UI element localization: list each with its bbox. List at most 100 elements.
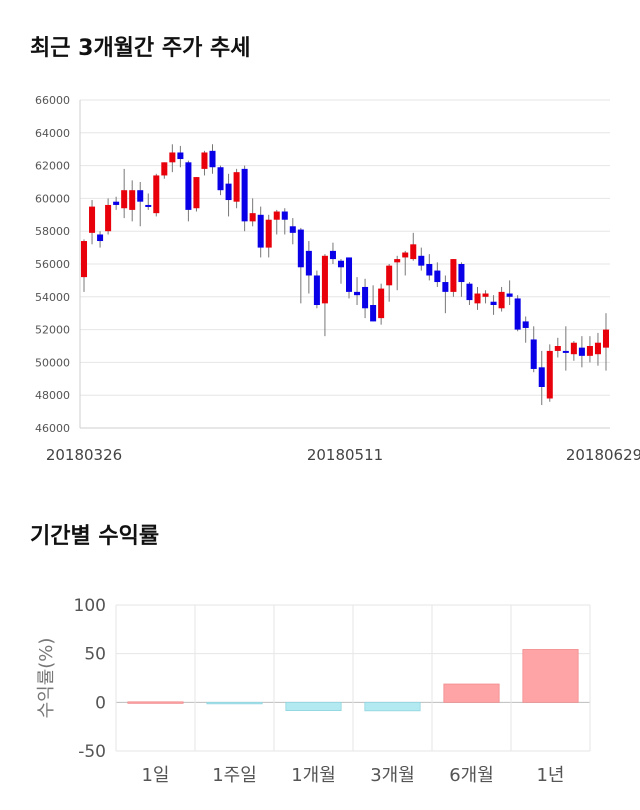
price-chart-title: 최근 3개월간 주가 추세 (30, 36, 251, 61)
candle-body (81, 241, 88, 278)
candle-body (281, 211, 288, 220)
candle-body (474, 293, 481, 304)
candle-body (241, 168, 248, 222)
candle-body (370, 305, 377, 322)
return-bar (127, 701, 184, 704)
price-y-tick-label: 66000 (35, 94, 70, 107)
candle-body (362, 286, 369, 309)
return-category-label: 1년 (536, 765, 564, 786)
candle-body (297, 229, 304, 268)
candle-body (233, 172, 240, 202)
candle-body (145, 204, 152, 207)
return-y-tick-label: -50 (78, 742, 106, 762)
candle-body (410, 244, 417, 260)
price-y-tick-label: 60000 (35, 192, 70, 205)
return-y-tick-label: 0 (95, 693, 106, 713)
candle-body (426, 264, 433, 276)
returns-bar-chart: 100 50 0 -50 1일 1주일 1개월 3개월 6개월 1년 수익률(%) (36, 596, 591, 786)
candle-body (185, 162, 192, 210)
candle-body (570, 342, 577, 355)
return-category-label: 1일 (141, 765, 169, 786)
candle-body (458, 264, 465, 283)
candle-body (554, 346, 561, 351)
candle-body (514, 298, 521, 330)
candle-body (594, 342, 601, 355)
candle-body (169, 152, 176, 163)
candle-body (129, 190, 136, 210)
price-x-tick-label: 20180629 (566, 446, 640, 464)
price-y-tick-label: 46000 (35, 422, 70, 435)
candle-body (97, 234, 104, 242)
candlestick-chart: 46000 48000 50000 52000 54000 56000 58000 60000… (35, 94, 640, 464)
candle-body (337, 260, 344, 268)
candle-body (153, 175, 160, 214)
price-y-tick-label: 48000 (35, 389, 70, 402)
candle-body (225, 183, 232, 201)
candle-body (378, 288, 385, 319)
return-category-label: 6개월 (449, 765, 494, 786)
candle-body (562, 350, 569, 353)
candle-body (177, 152, 184, 160)
candle-body (249, 213, 256, 222)
return-bar (364, 701, 421, 712)
price-y-tick-label: 52000 (35, 324, 70, 337)
price-x-tick-label: 20180326 (46, 446, 122, 464)
return-y-tick-label: 100 (74, 596, 106, 616)
candle-body (530, 339, 537, 369)
returns-chart-title: 기간별 수익률 (30, 524, 160, 549)
candle-body (586, 346, 593, 356)
candle-body (434, 270, 441, 283)
candle-body (346, 257, 353, 292)
candle-body (105, 204, 112, 232)
candle-body (546, 350, 553, 399)
candle-body (498, 291, 505, 309)
price-y-tick-label: 56000 (35, 258, 70, 271)
candle-body (137, 190, 144, 202)
candle-body (161, 162, 168, 176)
candle-body (506, 293, 513, 297)
candle-body (289, 226, 296, 233)
candle-body (89, 206, 96, 233)
price-x-tick-label: 20180511 (307, 446, 383, 464)
candle-body (209, 150, 216, 168)
candle-body (578, 347, 585, 356)
candle-body (121, 190, 128, 209)
candle-body (442, 282, 449, 292)
candle-body (217, 167, 224, 191)
return-category-label: 3개월 (370, 765, 415, 786)
return-bar (522, 649, 579, 703)
candle-body (321, 255, 328, 304)
return-y-tick-label: 50 (84, 645, 106, 665)
return-bar (443, 683, 500, 703)
return-category-label: 1주일 (212, 765, 257, 786)
candle-body (354, 291, 361, 296)
return-bar (206, 701, 263, 705)
price-y-tick-label: 54000 (35, 291, 70, 304)
price-y-tick-label: 50000 (35, 356, 70, 369)
candle-body (602, 329, 609, 348)
candle-body (201, 152, 208, 169)
candle-body (450, 259, 457, 292)
candle-body (490, 301, 497, 305)
candle-body (273, 211, 280, 220)
return-bar (285, 701, 342, 712)
candle-body (418, 255, 425, 266)
candle-body (329, 250, 336, 260)
candle-body (113, 201, 120, 205)
candle-body (386, 265, 393, 286)
candle-body (265, 219, 272, 248)
price-y-tick-label: 62000 (35, 160, 70, 173)
candle-body (394, 259, 401, 263)
price-y-tick-label: 64000 (35, 127, 70, 140)
return-y-axis-label: 수익률(%) (36, 638, 57, 719)
candle-body (482, 293, 489, 297)
return-category-label: 1개월 (291, 765, 336, 786)
candle-body (538, 367, 545, 387)
candle-body (305, 250, 312, 276)
price-y-tick-label: 58000 (35, 225, 70, 238)
candle-body (257, 214, 264, 248)
candle-body (522, 321, 529, 328)
candle-body (193, 177, 200, 209)
candle-body (466, 283, 473, 301)
candle-body (313, 275, 320, 305)
